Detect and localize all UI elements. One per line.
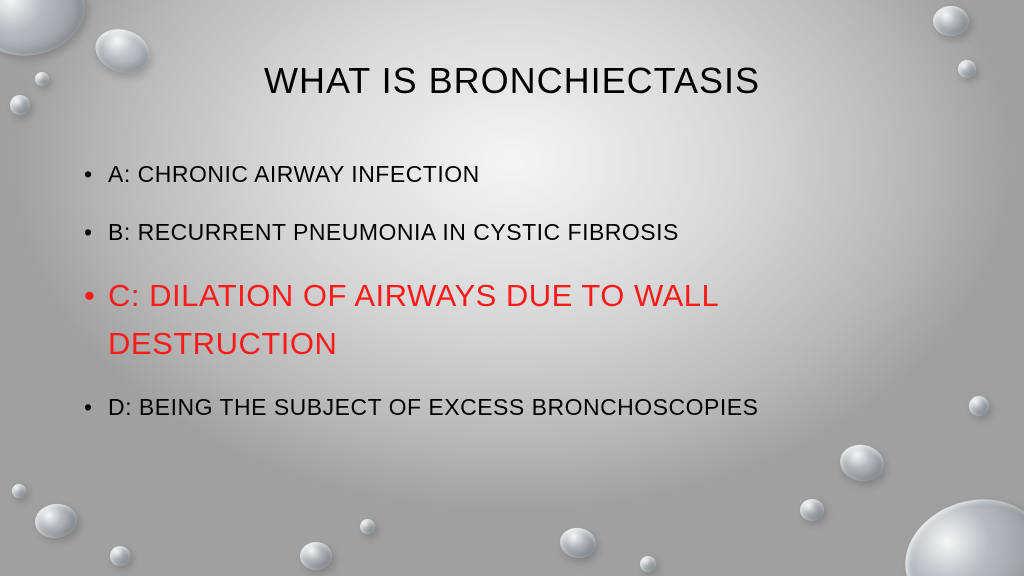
droplet-icon <box>35 72 49 86</box>
option-d: D: BEING THE SUBJECT OF EXCESS BRONCHOSC… <box>80 390 954 426</box>
droplet-icon <box>12 484 26 498</box>
droplet-icon <box>0 0 93 66</box>
droplet-icon <box>558 525 599 561</box>
droplet-icon <box>110 546 130 566</box>
droplet-icon <box>969 396 989 416</box>
option-c-highlighted: C: DILATION OF AIRWAYS DUE TO WALL DESTR… <box>80 272 954 368</box>
option-a: A: CHRONIC AIRWAY INFECTION <box>80 157 954 193</box>
options-list: A: CHRONIC AIRWAY INFECTION B: RECURRENT… <box>70 157 954 426</box>
droplet-icon <box>933 6 969 36</box>
droplet-icon <box>890 482 1024 576</box>
droplet-icon <box>10 95 30 115</box>
droplet-icon <box>958 60 976 78</box>
droplet-icon <box>300 542 332 570</box>
droplet-icon <box>640 556 656 572</box>
slide: WHAT IS BRONCHIECTASIS A: CHRONIC AIRWAY… <box>0 0 1024 576</box>
droplet-icon <box>33 501 79 541</box>
droplet-icon <box>800 499 824 521</box>
droplet-icon <box>360 519 375 534</box>
slide-title: WHAT IS BRONCHIECTASIS <box>70 60 954 102</box>
droplet-icon <box>837 441 888 485</box>
option-b: B: RECURRENT PNEUMONIA IN CYSTIC FIBROSI… <box>80 215 954 251</box>
